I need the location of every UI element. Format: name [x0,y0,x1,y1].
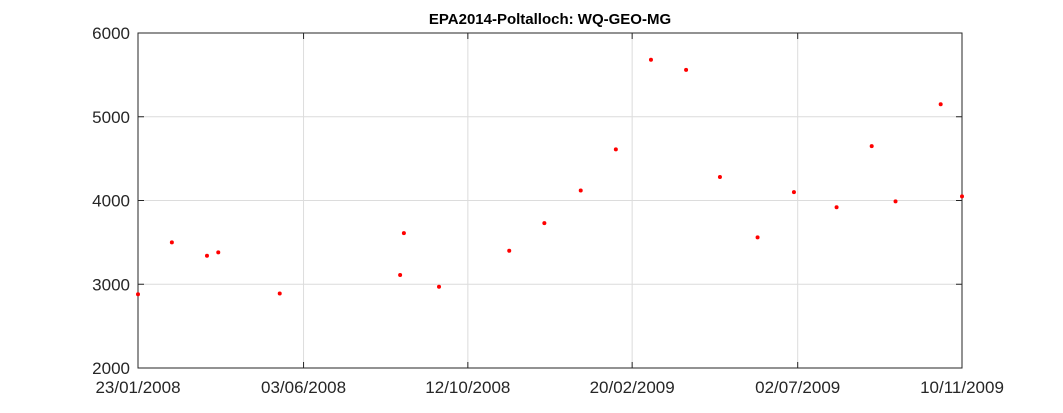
data-point [834,205,839,210]
y-tick-label: 3000 [92,275,130,294]
x-tick-label: 23/01/2008 [95,378,180,397]
data-point [869,144,874,149]
x-axis: 23/01/2008 03/06/2008 12/10/2008 20/02/2009… [95,33,1004,397]
data-point [613,147,618,152]
data-point [507,248,512,253]
y-tick-label: 4000 [92,192,130,211]
data-point [578,188,583,193]
data-point [717,175,722,180]
data-point [755,235,760,240]
x-tick-label: 03/06/2008 [261,378,346,397]
data-point [791,190,796,195]
data-point [960,194,964,199]
data-point [216,250,221,255]
data-point [204,253,209,258]
data-point [542,221,547,226]
data-point [437,284,442,289]
data-point [648,57,653,62]
grid-lines [138,33,962,368]
x-tick-label: 20/02/2009 [590,378,675,397]
x-tick-label: 02/07/2009 [755,378,840,397]
y-tick-label: 2000 [92,359,130,378]
data-point [893,199,898,204]
data-point [684,67,689,72]
x-tick-label: 10/11/2009 [920,378,1004,397]
data-point [136,292,140,297]
data-point [938,102,943,107]
x-tick-label: 12/10/2008 [425,378,510,397]
data-points [136,57,964,297]
data-point [401,231,406,236]
data-point [398,273,403,278]
data-point [277,291,282,296]
y-axis: 2000 3000 4000 5000 6000 [92,24,962,378]
chart-title: EPA2014-Poltalloch: WQ-GEO-MG [429,11,671,28]
y-tick-label: 6000 [92,24,130,43]
data-point [169,240,174,245]
y-tick-label: 5000 [92,108,130,127]
